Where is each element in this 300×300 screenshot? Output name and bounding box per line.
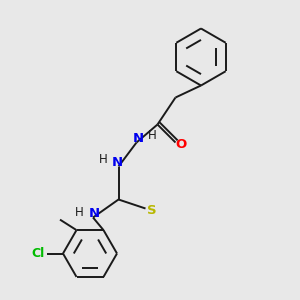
Text: N: N	[111, 156, 123, 169]
Text: S: S	[147, 203, 157, 217]
Text: N: N	[89, 207, 100, 220]
Text: Cl: Cl	[32, 247, 45, 260]
Text: H: H	[98, 153, 107, 167]
Text: N: N	[132, 132, 144, 145]
Text: H: H	[148, 129, 157, 142]
Text: H: H	[75, 206, 84, 219]
Text: O: O	[175, 137, 187, 151]
